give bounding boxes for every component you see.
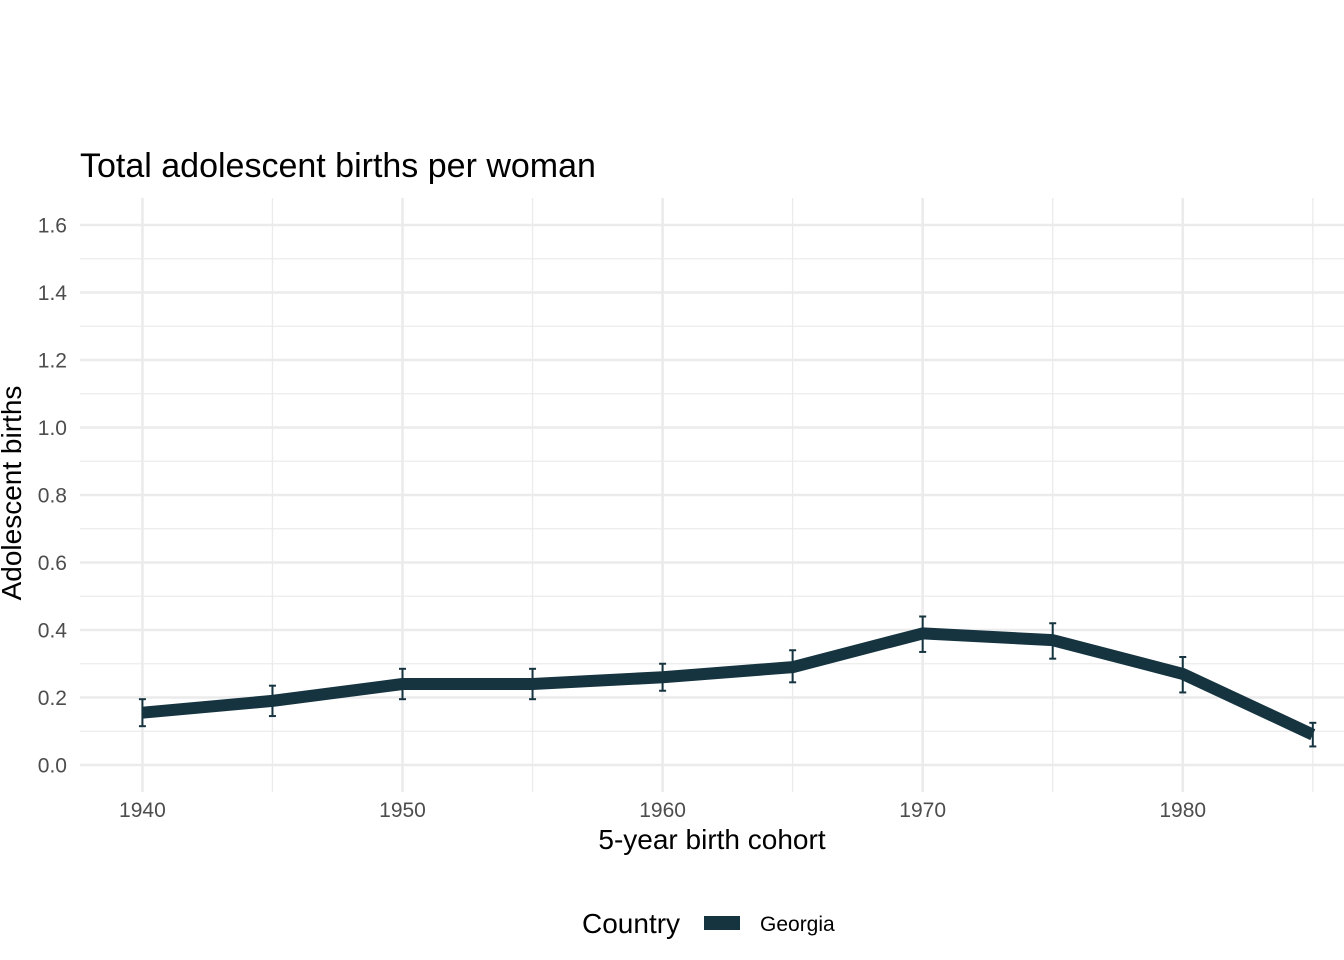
x-tick-label: 1940 bbox=[119, 799, 166, 822]
x-tick-label: 1980 bbox=[1159, 799, 1206, 822]
x-tick-label: 1950 bbox=[379, 799, 426, 822]
series-line-georgia bbox=[141, 627, 1316, 741]
error-bar bbox=[138, 698, 146, 728]
y-tick-label: 0.0 bbox=[38, 755, 67, 778]
legend-label-georgia: Georgia bbox=[760, 913, 835, 936]
legend: Country Georgia bbox=[582, 908, 835, 939]
y-tick-label: 1.6 bbox=[38, 215, 67, 238]
y-tick-label: 1.2 bbox=[38, 350, 67, 373]
y-tick-label: 1.0 bbox=[38, 417, 67, 440]
y-tick-label: 0.4 bbox=[38, 620, 68, 643]
x-axis-title: 5-year birth cohort bbox=[598, 824, 825, 855]
series-layer bbox=[141, 627, 1316, 741]
legend-key-georgia bbox=[704, 916, 740, 930]
y-tick-label: 1.4 bbox=[38, 282, 68, 305]
x-tick-label: 1970 bbox=[899, 799, 946, 822]
grid bbox=[80, 198, 1344, 792]
y-axis-ticks: 0.0 0.2 0.4 0.6 0.8 1.0 1.2 1.4 1.6 bbox=[38, 215, 68, 778]
y-axis-title: Adolescent births bbox=[0, 386, 27, 601]
y-tick-label: 0.8 bbox=[38, 485, 67, 508]
y-tick-label: 0.2 bbox=[38, 687, 67, 710]
legend-title: Country bbox=[582, 908, 680, 939]
x-tick-label: 1960 bbox=[639, 799, 686, 822]
x-axis-ticks: 1940 1950 1960 1970 1980 bbox=[119, 799, 1206, 822]
y-tick-label: 0.6 bbox=[38, 552, 67, 575]
error-bars bbox=[138, 615, 1317, 748]
chart-title: Total adolescent births per woman bbox=[80, 147, 596, 185]
